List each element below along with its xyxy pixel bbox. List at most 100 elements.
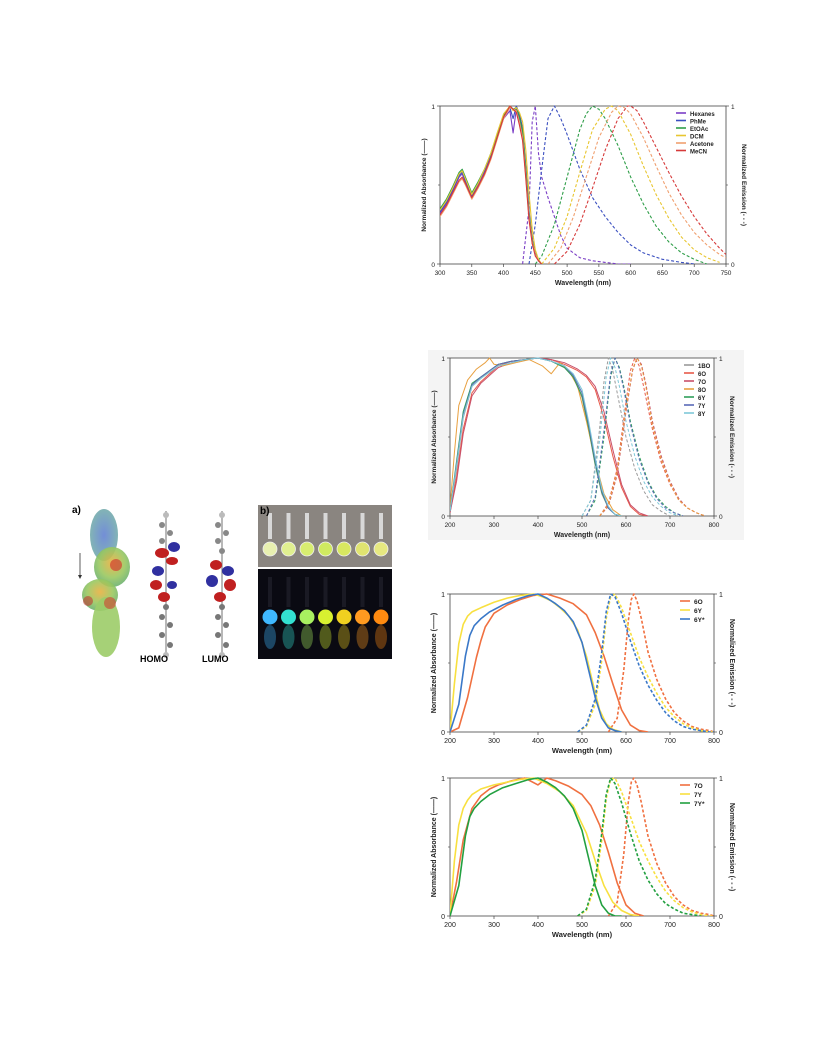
vial-neck (360, 513, 365, 539)
vial-daylight (262, 541, 278, 557)
vial-reflection (301, 625, 313, 649)
x-tick-label: 200 (445, 522, 456, 529)
y-tick-label: 1 (431, 104, 435, 111)
panel-a-label: a) (72, 505, 81, 516)
vial-reflection (338, 625, 350, 649)
y2-tick-label: 1 (731, 104, 735, 111)
vial-uv (336, 609, 352, 625)
plot-area (449, 357, 715, 517)
y2-tick-label: 0 (719, 730, 723, 737)
x-tick-label: 400 (532, 922, 544, 929)
legend-entry: 1BO (698, 364, 711, 370)
vial-uv (318, 609, 333, 625)
vial-daylight (373, 541, 389, 557)
x-tick-label: 300 (489, 522, 500, 529)
vial-neck (305, 513, 309, 539)
x-axis-label: Wavelength (nm) (552, 930, 613, 939)
x-tick-label: 700 (689, 270, 700, 277)
y2-tick-label: 1 (719, 592, 723, 599)
y-tick-label: 1 (441, 592, 445, 599)
x-tick-label: 200 (444, 738, 456, 745)
series-group (450, 593, 714, 732)
y-tick-label: 0 (441, 514, 445, 521)
x-axis-label: Wavelength (nm) (555, 280, 611, 287)
y2-axis-label: Normalized Emission (- - -) (728, 803, 735, 891)
absorbance-line (450, 593, 649, 732)
x-tick-label: 400 (498, 270, 509, 277)
x-tick-label: 300 (488, 922, 500, 929)
y-tick-label: 0 (441, 914, 445, 921)
plot-area (449, 593, 715, 733)
vial-reflection (356, 625, 369, 649)
emission-line (577, 777, 701, 916)
emission-line (522, 105, 631, 264)
vial-neck (305, 577, 309, 607)
y-axis-label: Normalized Absorbance (——) (431, 613, 438, 713)
x-tick-label: 500 (577, 522, 588, 529)
absorbance-line (450, 357, 622, 516)
legend-entry: 6O (698, 372, 706, 378)
series-group (450, 777, 714, 916)
y2-axis-label: Normalized Emission (- - -) (728, 396, 735, 478)
homo-label: HOMO (140, 654, 168, 664)
x-tick-label: 650 (657, 270, 668, 277)
vial-photo-panel: b) (258, 505, 392, 659)
y-axis-label: Normalized Absorbance (——) (431, 390, 438, 483)
vial-neck (286, 577, 291, 607)
vial-neck (286, 513, 291, 539)
emission-line (577, 593, 714, 732)
plot-area (439, 105, 727, 265)
legend-entry: EtOAc (690, 127, 709, 133)
legend-entry: Hexanes (690, 112, 715, 118)
legend-entry: 7O (694, 783, 703, 790)
panel-b-label: b) (260, 506, 270, 517)
x-tick-label: 600 (620, 922, 632, 929)
emission-line (528, 105, 695, 264)
x-tick-label: 350 (466, 270, 477, 277)
y2-axis-label: Normalized Emission (- - -) (728, 619, 735, 707)
legend-entry: 8O (698, 388, 706, 394)
x-tick-label: 450 (530, 270, 541, 277)
emission-line (607, 777, 714, 916)
legend-entry: 6Y* (694, 617, 705, 624)
vial-neck (342, 513, 346, 539)
x-tick-label: 500 (562, 270, 573, 277)
legend-entry: PhMe (690, 120, 707, 126)
x-axis-label: Wavelength (nm) (552, 746, 613, 755)
y2-tick-label: 1 (719, 776, 723, 783)
legend-entry: 6Y (698, 396, 705, 402)
emission-line (541, 105, 720, 264)
vial-reflection (375, 625, 387, 649)
vial-daylight (336, 541, 352, 557)
emission-line (577, 593, 714, 732)
x-tick-label: 750 (721, 270, 732, 277)
vial-neck (323, 577, 328, 607)
absorbance-line (450, 357, 649, 516)
vial-daylight (355, 541, 370, 557)
emission-line (599, 357, 706, 516)
emission-line (577, 777, 714, 916)
legend-entry: 6Y (694, 608, 703, 615)
series-group (450, 357, 706, 516)
legend-entry: 7Y (698, 404, 705, 410)
y2-tick-label: 0 (719, 914, 723, 921)
x-tick-label: 700 (664, 922, 676, 929)
x-tick-label: 800 (708, 738, 720, 745)
y-tick-label: 1 (441, 776, 445, 783)
emission-line (585, 357, 684, 516)
y2-tick-label: 0 (719, 514, 723, 521)
vial-photographs (258, 505, 392, 659)
absorbance-line (450, 593, 622, 732)
x-tick-label: 400 (533, 522, 544, 529)
molecular-model-panel: a) (72, 505, 252, 665)
legend-entry: 7O (698, 380, 706, 386)
vial-neck (268, 513, 272, 539)
absorbance-line (450, 777, 644, 916)
x-tick-label: 500 (576, 922, 588, 929)
emission-line (534, 105, 708, 264)
x-tick-label: 550 (593, 270, 604, 277)
vial-neck (268, 577, 272, 607)
legend-entry: 8Y (698, 412, 705, 418)
